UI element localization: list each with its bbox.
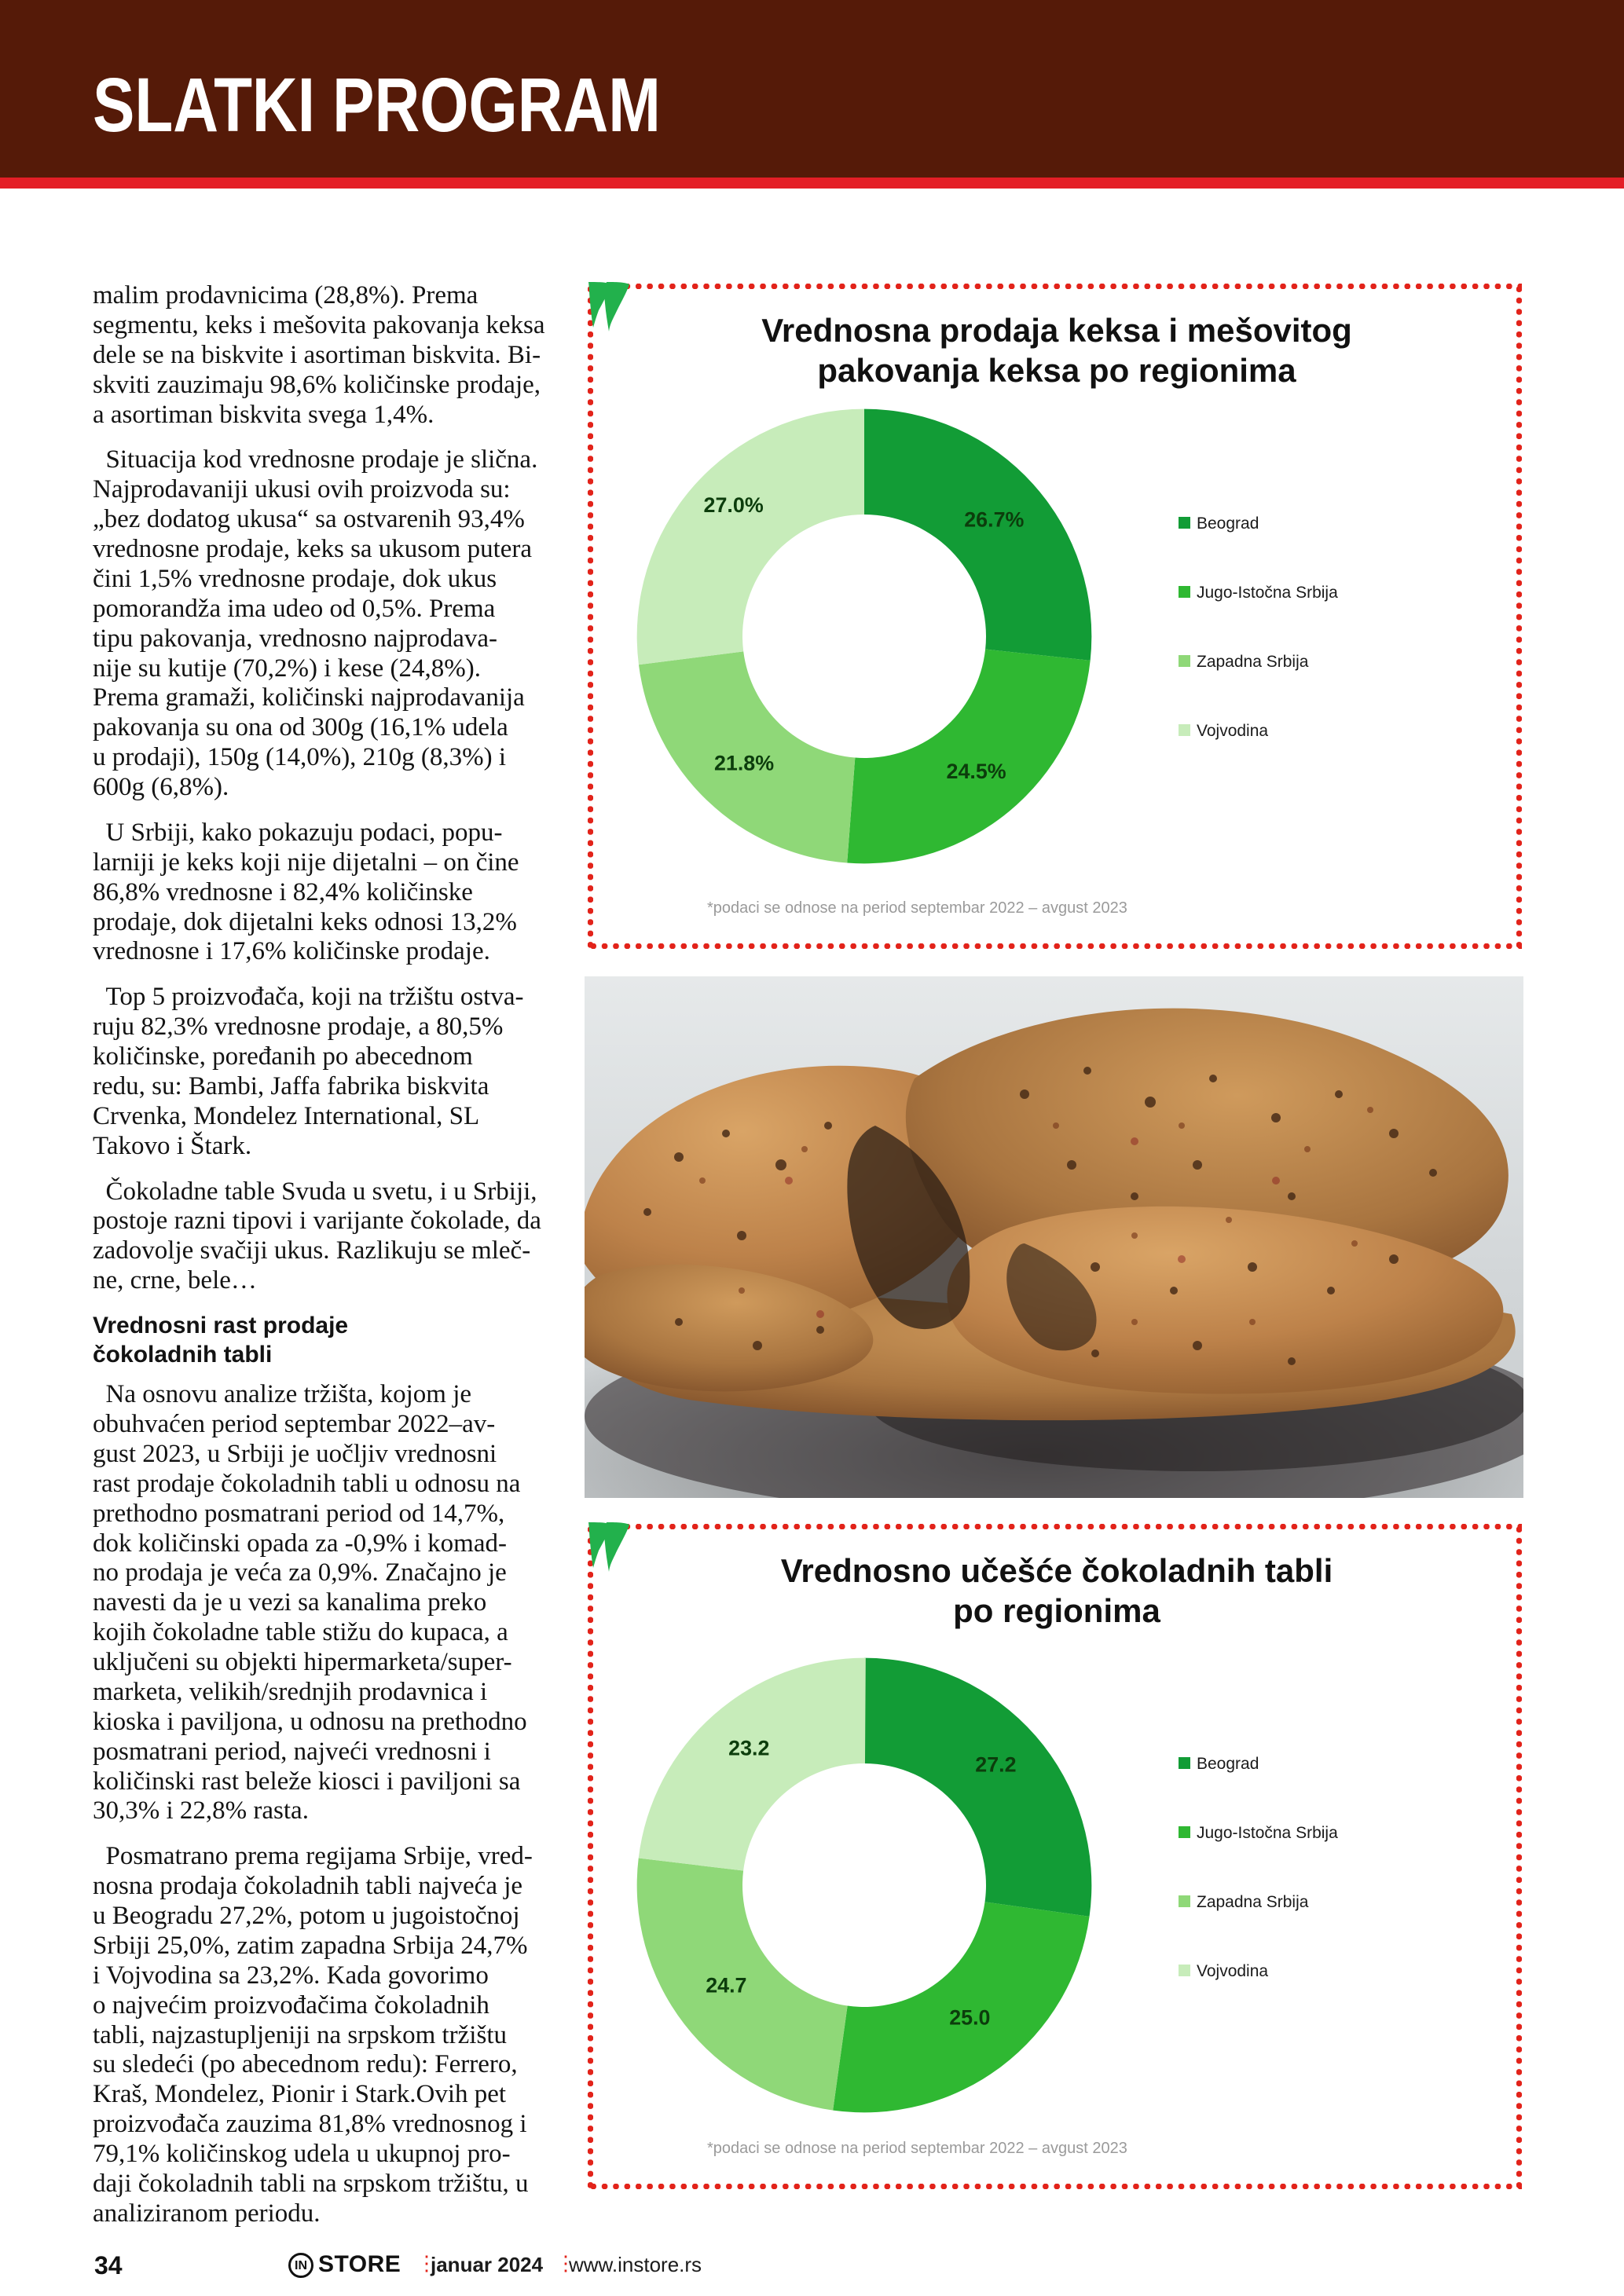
svg-text:23.2: 23.2: [728, 1737, 769, 1760]
svg-text:21.8%: 21.8%: [714, 752, 774, 775]
svg-text:25.0: 25.0: [949, 2006, 990, 2030]
svg-text:24.7: 24.7: [706, 1973, 746, 1997]
svg-text:27.0%: 27.0%: [704, 493, 764, 517]
svg-text:27.2: 27.2: [975, 1752, 1016, 1776]
svg-text:26.7%: 26.7%: [964, 508, 1024, 532]
svg-text:24.5%: 24.5%: [947, 760, 1006, 783]
